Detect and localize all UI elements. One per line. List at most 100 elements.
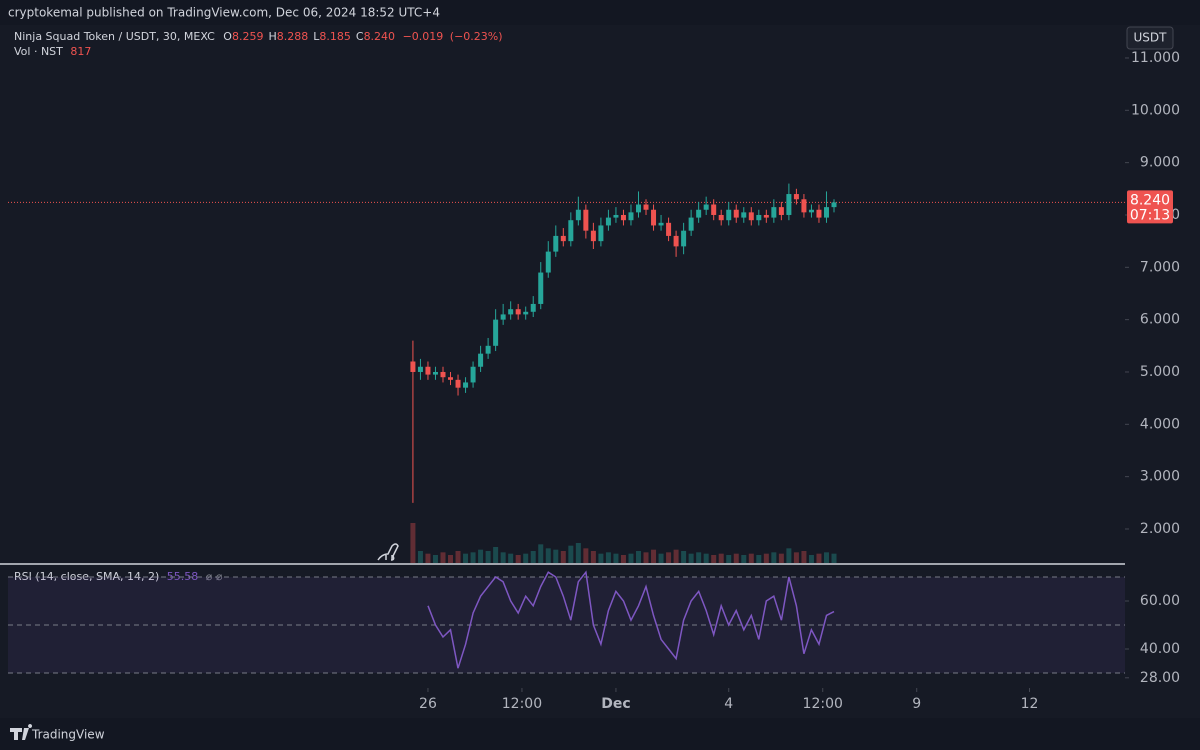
ohlc: O8.259 H8.288 L8.185 C8.240 [223,30,395,43]
candle-body [553,235,559,252]
candle-body [726,209,732,221]
volume-bar [726,555,732,563]
candle-body [538,272,544,304]
volume-bar [523,553,529,563]
y-tick-label: 9.000 [1140,155,1180,171]
candle-body [440,371,446,378]
candle-body [658,222,664,226]
candle-body [478,353,484,367]
candle-body [733,209,739,218]
x-tick-label: 12:00 [502,696,542,712]
ohlc-value: 8.259 [232,30,264,43]
candle-body [778,207,784,215]
y-tick-label: 28.00 [1140,670,1180,686]
y-tick-label: 6.000 [1140,312,1180,328]
volume-bar [651,549,657,563]
volume-bar [500,552,506,563]
candle-body [583,209,589,231]
candle-body [590,230,596,242]
volume-legend: Vol · NST 817 [14,45,91,58]
candle-body [718,214,724,221]
volume-bar [718,553,724,563]
candle-body [635,204,641,213]
candle-body [425,366,431,375]
candle-body [748,212,754,221]
volume-bar [666,552,672,563]
volume-bar [545,548,551,563]
volume-bar [432,555,438,563]
ohlc-value: 8.240 [364,30,396,43]
volume-bar [448,555,454,563]
volume-bar [560,551,566,563]
volume-bar [703,553,709,563]
ohlc-key: H [268,30,276,43]
volume-bar [628,553,634,563]
volume-bar [598,553,604,563]
published-text: cryptokemal published on TradingView.com… [8,6,440,20]
y-tick-label: 60.00 [1140,593,1180,609]
volume-bar [763,553,769,563]
candle-body [530,303,536,312]
candle-body [545,251,551,273]
symbol-legend: Ninja Squad Token / USDT, 30, MEXC O8.25… [14,30,503,43]
candle-body [793,194,799,200]
volume-bar [696,552,702,563]
candle-body [410,361,416,372]
volume-bar [620,555,626,563]
volume-bar [778,553,784,563]
ohlc-value: 8.185 [319,30,351,43]
volume-bar [635,551,641,563]
ohlc-key: L [313,30,320,43]
last-price-label: 8.240 [1130,192,1170,208]
candle-body [515,309,521,315]
volume-bar [425,553,431,563]
volume-bar [831,553,837,563]
volume-bar [478,549,484,563]
volume-bar [530,551,536,563]
candle-body [763,214,769,218]
x-tick-label: 9 [912,696,921,712]
candle-body [673,235,679,247]
candle-body [816,209,822,218]
x-tick-label: Dec [601,696,630,712]
candle-body [463,382,469,388]
brand: TradingView [31,728,105,742]
candle-body [651,209,657,226]
candle-body [417,366,423,372]
y-tick-label: 4.000 [1140,416,1180,432]
candle-body [448,377,454,380]
candle-body [493,319,499,346]
change: −0.019 [403,30,444,43]
volume-bar [568,545,574,563]
y-tick-label: 10.000 [1131,102,1180,118]
volume-bar [417,551,423,563]
candle-body [508,309,514,315]
candle-body [613,214,619,218]
change-pct: (−0.23%) [450,30,503,43]
candle-body [485,345,491,354]
volume-bar [590,551,596,563]
candle-body [831,202,837,208]
volume-bar [688,553,694,563]
x-tick-label: 26 [419,696,437,712]
currency-button[interactable] [1126,26,1174,50]
volume-last: 817 [70,45,91,58]
candle-body [786,194,792,215]
candle-body [620,214,626,221]
volume-bar [613,553,619,563]
volume-bar [485,551,491,563]
y-tick-label: 3.000 [1140,469,1180,485]
candle-body [628,212,634,221]
volume-bar [463,553,469,563]
volume-bar [553,549,559,563]
candle-body [823,207,829,218]
candle-body [523,311,529,315]
currency[interactable]: USDT [1134,31,1168,45]
volume-bar [515,555,521,563]
volume-bar [410,523,416,563]
rsi-na: ⌀ ⌀ [206,570,223,583]
ohlc-value: 8.288 [277,30,309,43]
candle-body [741,212,747,218]
rsi-title: RSI (14, close, SMA, 14, 2) [14,570,159,583]
volume-bar [455,551,461,563]
